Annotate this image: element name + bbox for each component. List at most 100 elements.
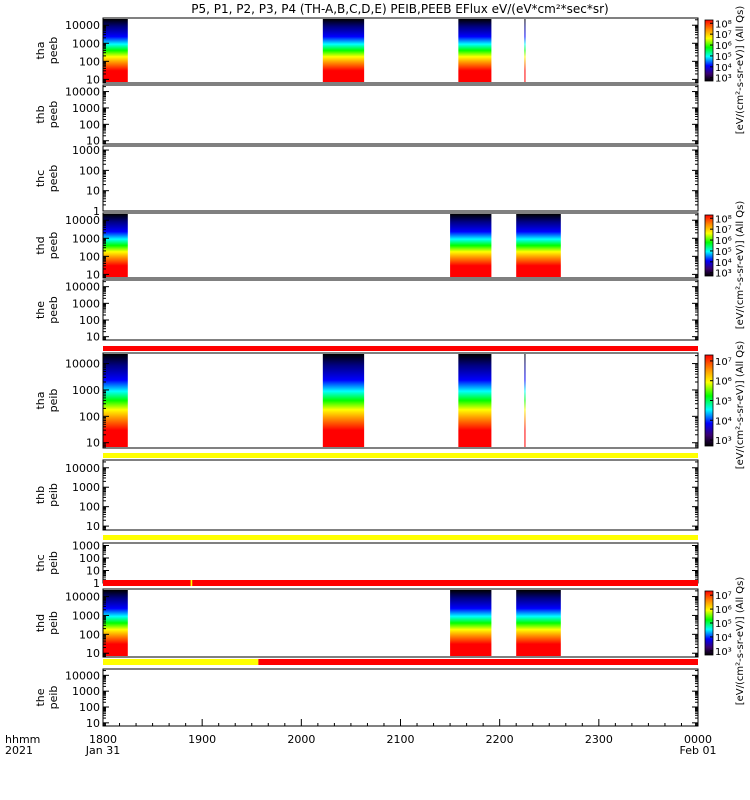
colorbar-tick-label: 10⁴ — [715, 63, 732, 74]
y-axis-label: peib — [47, 483, 60, 507]
quality-flag-bars — [103, 346, 698, 665]
x-tick-label: 2300 — [585, 733, 613, 746]
y-tick-label: 10 — [86, 73, 100, 86]
colorbar — [704, 19, 714, 82]
colorbar-tick-label: 10⁶ — [715, 605, 732, 616]
panel-frame — [102, 459, 699, 531]
spectrogram-block — [322, 19, 365, 82]
colorbar-tick-label: 10⁸ — [715, 19, 732, 30]
y-tick-label: 100 — [79, 314, 100, 327]
spectrogram-block — [450, 590, 492, 656]
panel-frame — [102, 145, 699, 212]
y-tick-label: 10000 — [65, 281, 100, 294]
colorbar-tick-label: 10⁶ — [715, 236, 732, 247]
spectrogram-block — [524, 19, 526, 82]
y-tick-label: 10000 — [65, 591, 100, 604]
x-tick-label: 2000 — [287, 733, 315, 746]
spectrogram-block — [103, 19, 128, 82]
panel: 10 100 1000 10000 thb peeb — [34, 84, 699, 148]
x-date-label: Feb 01 — [680, 744, 717, 757]
x-tick-label: 2200 — [486, 733, 514, 746]
colorbar-tick-label: 10³ — [715, 74, 732, 85]
y-tick-label: 10000 — [65, 462, 100, 475]
colorbar — [704, 214, 714, 277]
spectrogram-block — [322, 354, 365, 447]
x-tick-label: 1900 — [188, 733, 216, 746]
y-tick-label: 10 — [86, 437, 100, 450]
x-tick-label: 2100 — [387, 733, 415, 746]
y-tick-label: 100 — [79, 552, 100, 565]
y-tick-label: 100 — [79, 701, 100, 714]
panel: 10 100 1000 10000 tha peib 10³ 10⁴ 10⁵ 10⁶ 10⁷ [eV/… — [34, 341, 746, 470]
y-axis-label: thb — [34, 486, 47, 504]
x-unit-label: hhmm — [5, 733, 40, 746]
colorbar-tick-label: 10⁵ — [715, 247, 732, 258]
y-tick-label: 1 — [93, 205, 100, 218]
colorbar-tick-label: 10⁵ — [715, 52, 732, 63]
y-tick-label: 100 — [79, 501, 100, 514]
x-date-label: Jan 31 — [85, 744, 120, 757]
y-axis-label: thc — [34, 554, 47, 571]
y-axis-label: peib — [47, 551, 60, 575]
y-tick-label: 10000 — [65, 19, 100, 32]
y-axis-label: peeb — [47, 37, 60, 65]
colorbar-tick-label: 10⁵ — [715, 397, 732, 408]
colorbar-tick-label: 10³ — [715, 436, 732, 447]
flag-bar — [258, 659, 698, 665]
panel-frame — [102, 352, 699, 449]
y-tick-label: 100 — [79, 164, 100, 177]
panel: 10 100 1000 10000 thb peib — [34, 459, 699, 533]
y-tick-label: 100 — [79, 250, 100, 263]
x-tick-label: 0000 — [684, 733, 712, 746]
panel-frame — [102, 279, 699, 341]
colorbar-tick-label: 10⁷ — [715, 225, 732, 236]
y-axis-label: the — [34, 301, 47, 319]
panel-frame — [102, 542, 699, 584]
spectrogram-block — [516, 214, 561, 277]
colorbar-label: [eV/(cm²-s-sr-eV)] (All Qs) — [735, 201, 746, 330]
y-tick-label: 1000 — [72, 37, 100, 50]
colorbar-tick-label: 10⁴ — [715, 258, 732, 269]
panel-frame — [102, 17, 699, 84]
y-tick-label: 1000 — [72, 297, 100, 310]
colorbar-label: [eV/(cm²-s-sr-eV)] (All Qs) — [735, 6, 746, 135]
flag-bar — [103, 346, 698, 351]
y-axis-label: peeb — [47, 296, 60, 324]
colorbar-tick-label: 10³ — [715, 269, 732, 280]
y-axis-label: peeb — [47, 232, 60, 260]
y-tick-label: 10 — [86, 520, 100, 533]
panel: 10 100 1000 10000 the peeb — [34, 279, 699, 344]
y-tick-label: 10 — [86, 185, 100, 198]
colorbar-tick-label: 10³ — [715, 647, 732, 658]
colorbar-tick-label: 10⁶ — [715, 41, 732, 52]
panel-frame — [102, 84, 699, 145]
flag-bar — [103, 453, 698, 458]
y-tick-label: 10 — [86, 565, 100, 578]
y-axis-label: thd — [34, 236, 47, 254]
y-axis-label: peeb — [47, 165, 60, 193]
spectrogram-block — [103, 214, 128, 277]
y-tick-label: 10 — [86, 135, 100, 148]
x-year-label: 2021 — [5, 744, 33, 757]
panel: 1 10 100 1000 thc peeb — [34, 144, 699, 218]
colorbar-label: [eV/(cm²-s-sr-eV)] (All Qs) — [735, 341, 746, 470]
colorbar-tick-label: 10⁵ — [715, 619, 732, 630]
spectrogram-block — [458, 354, 492, 447]
y-axis-label: thb — [34, 105, 47, 123]
y-axis-label: peib — [47, 686, 60, 710]
spectrogram-block — [103, 590, 128, 656]
y-axis-label: thd — [34, 614, 47, 632]
y-tick-label: 1000 — [72, 685, 100, 698]
spectrogram-block — [103, 354, 128, 447]
spectrogram-block — [524, 354, 526, 447]
y-axis-label: thc — [34, 170, 47, 187]
panel-frame — [102, 668, 699, 727]
spectrogram-block — [450, 214, 492, 277]
y-tick-label: 1000 — [72, 540, 100, 553]
colorbar-tick-label: 10⁷ — [715, 591, 732, 602]
spectrogram-block — [458, 19, 492, 82]
